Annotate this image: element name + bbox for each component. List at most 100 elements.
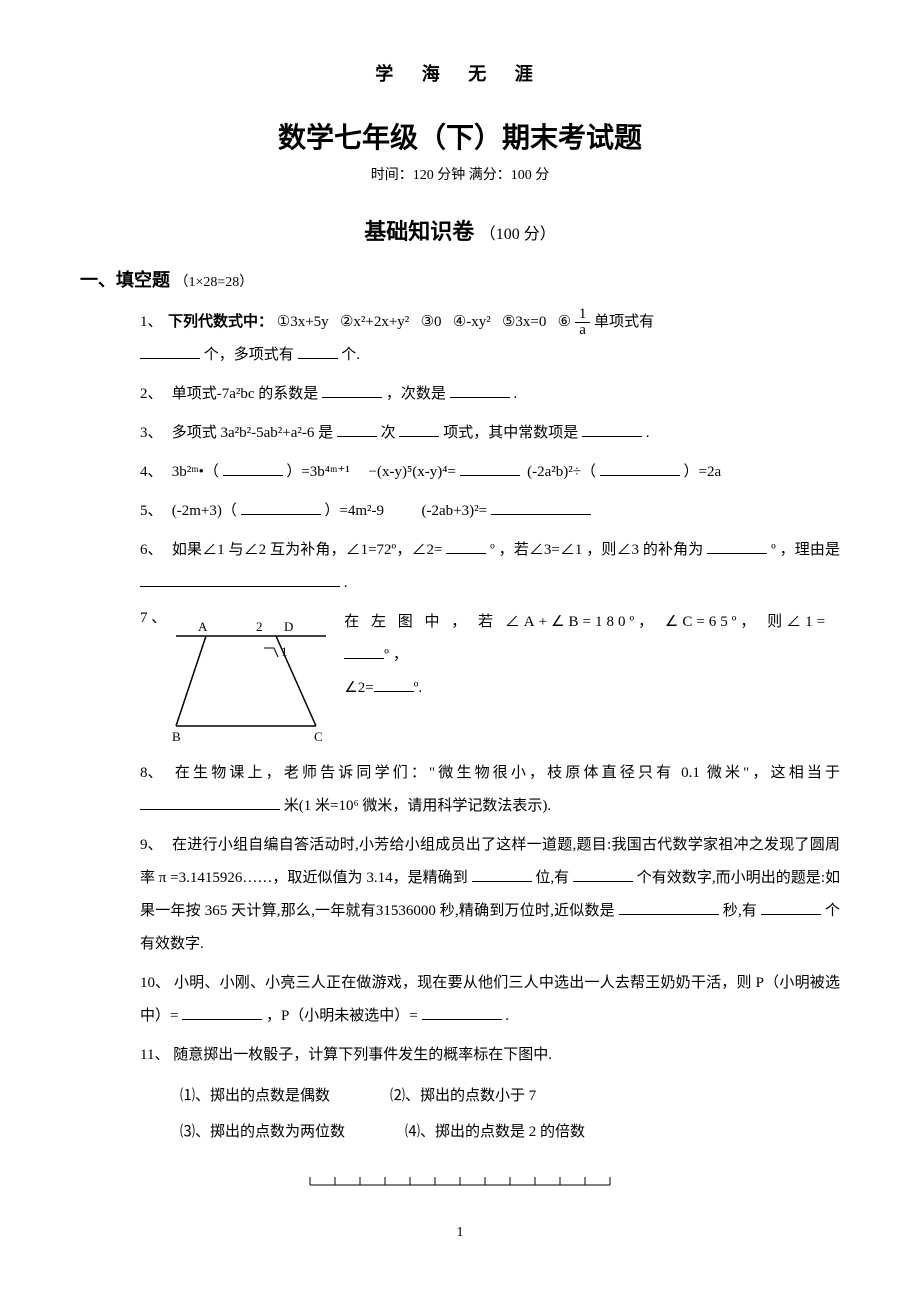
- q8-num: 8、: [140, 757, 168, 790]
- q2-blank-1: [322, 382, 382, 398]
- number-line-svg: [300, 1170, 620, 1190]
- q5-a: (-2m+3)（: [172, 503, 237, 519]
- q3-t3: 项式，其中常数项是: [443, 425, 578, 441]
- q2-num: 2、: [140, 378, 168, 411]
- q1-item-6: ⑥: [558, 314, 571, 330]
- q6-a: 如果∠1 与∠2 互为补角，∠1=72º，∠2=: [172, 542, 443, 558]
- question-7: 7 、 A 2 D 1 B C 在 左 图 中 ， 若 ∠A+∠B=180º， …: [140, 606, 840, 751]
- q2-t3: .: [513, 386, 517, 402]
- q4-b: ）=3b⁴ᵐ⁺¹: [286, 464, 349, 480]
- q11-row-1: ⑴、掷出的点数是偶数 ⑵、掷出的点数小于 7: [180, 1078, 840, 1114]
- q7-label-c: C: [314, 729, 323, 744]
- q10-blank-2: [422, 1004, 502, 1020]
- q9-blank-1: [472, 866, 532, 882]
- q5-blank-1: [241, 499, 321, 515]
- q7-deg: º，: [384, 647, 412, 663]
- q1-item-4: ④-xy²: [453, 314, 491, 330]
- q1-frac-top: 1: [575, 307, 591, 323]
- q11-row-2: ⑶、掷出的点数为两位数 ⑷、掷出的点数是 2 的倍数: [180, 1114, 840, 1150]
- q1-blank-2: [298, 343, 338, 359]
- subtitle: 时间：120 分钟 满分：100 分: [80, 164, 840, 184]
- question-2: 2、 单项式-7a²bc 的系数是 ，次数是 .: [140, 378, 840, 411]
- page: 学 海 无 涯 数学七年级（下）期末考试题 时间：120 分钟 满分：100 分…: [0, 0, 920, 1281]
- section-name: 基础知识卷: [364, 219, 474, 244]
- q7-label-1: 1: [281, 644, 288, 659]
- q4-c: −(x-y)⁵(x-y)⁴=: [369, 464, 456, 480]
- q7-label-b: B: [172, 729, 181, 744]
- q9-blank-3: [619, 899, 719, 915]
- q4-num: 4、: [140, 456, 168, 489]
- q3-blank-3: [582, 421, 642, 437]
- question-10: 10、 小明、小刚、小亮三人正在做游戏，现在要从他们三人中选出一人去帮王奶奶干活…: [140, 967, 840, 1033]
- question-8: 8、 在生物课上，老师告诉同学们："微生物很小，枝原体直径只有 0.1 微米"，…: [140, 757, 840, 823]
- q6-blank-2: [707, 538, 767, 554]
- part1-label: 一、填空题: [80, 270, 170, 290]
- q4-a: 3b²ᵐ•（: [172, 464, 219, 480]
- q11-s2: ⑵、掷出的点数小于 7: [390, 1078, 536, 1114]
- question-4: 4、 3b²ᵐ•（ ）=3b⁴ᵐ⁺¹ −(x-y)⁵(x-y)⁴= (-2a²b…: [140, 456, 840, 489]
- q8-b: 米(1 米=10⁶ 微米，请用科学记数法表示).: [284, 798, 551, 814]
- q1-tail2: 个，多项式有: [204, 347, 294, 363]
- q6-blank-1: [446, 538, 486, 554]
- q7-label-2: 2: [256, 619, 263, 634]
- q11-num: 11、: [140, 1039, 169, 1072]
- q7-label-d: D: [284, 619, 293, 634]
- q1-lead: 下列代数式中：: [168, 314, 273, 330]
- q9-num: 9、: [140, 829, 168, 862]
- q3-num: 3、: [140, 417, 168, 450]
- part1-points: （1×28=28）: [175, 275, 254, 290]
- q7-deg2: º.: [414, 680, 422, 696]
- q7-left: 7 、: [140, 606, 166, 627]
- q7-text: 在 左 图 中 ， 若 ∠A+∠B=180º， ∠C=65º， 则∠1= º， ∠…: [336, 606, 840, 705]
- q6-b: º ，若∠3=∠1 ，则∠3 的补角为: [490, 542, 703, 558]
- q1-tail3: 个.: [341, 347, 360, 363]
- q10-c: .: [505, 1008, 509, 1024]
- question-6: 6、 如果∠1 与∠2 互为补角，∠1=72º，∠2= º ，若∠3=∠1 ，则…: [140, 534, 840, 600]
- q5-num: 5、: [140, 495, 168, 528]
- page-number: 1: [80, 1225, 840, 1241]
- part1-header: 一、填空题 （1×28=28）: [80, 266, 840, 292]
- q8-a: 在生物课上，老师告诉同学们："微生物很小，枝原体直径只有 0.1 微米"，这相当…: [175, 765, 840, 781]
- main-title: 数学七年级（下）期末考试题: [80, 116, 840, 156]
- q4-e: ）=2a: [684, 464, 722, 480]
- q6-d: .: [344, 575, 348, 591]
- q3-t4: .: [646, 425, 650, 441]
- q3-blank-2: [399, 421, 439, 437]
- q7-blank-2: [374, 676, 414, 692]
- q10-blank-1: [182, 1004, 262, 1020]
- q8-blank-1: [140, 794, 280, 810]
- q1-tail1: 单项式有: [594, 314, 654, 330]
- q3-t2: 次: [381, 425, 396, 441]
- q1-num: 1、: [140, 306, 168, 339]
- q4-blank-2: [460, 460, 520, 476]
- number-line: [80, 1170, 840, 1195]
- q2-t1: 单项式-7a²bc 的系数是: [172, 386, 319, 402]
- section-points: （100 分）: [480, 226, 556, 243]
- q5-blank-2: [491, 499, 591, 515]
- q1-item-1: ①3x+5y: [277, 314, 329, 330]
- q1-item-5: ⑤3x=0: [502, 314, 546, 330]
- q9-d: 秒,有: [723, 903, 757, 919]
- q3-blank-1: [337, 421, 377, 437]
- q5-b: ）=4m²-9: [324, 503, 384, 519]
- q2-blank-2: [450, 382, 510, 398]
- q6-c: º ，理由是: [771, 542, 840, 558]
- q2-t2: ，次数是: [386, 386, 446, 402]
- q7-line2: ∠2=: [344, 680, 373, 696]
- q10-b: ，P（小明未被选中）=: [266, 1008, 418, 1024]
- q7-num: 7 、: [140, 610, 166, 626]
- q9-blank-2: [573, 866, 633, 882]
- q1-blank-1: [140, 343, 200, 359]
- q11-s4: ⑷、掷出的点数是 2 的倍数: [405, 1114, 585, 1150]
- q6-num: 6、: [140, 534, 168, 567]
- q7-line1: 在 左 图 中 ， 若 ∠A+∠B=180º， ∠C=65º， 则∠1=: [344, 614, 829, 630]
- q7-blank-1: [344, 643, 384, 659]
- q11-a: 随意掷出一枚骰子，计算下列事件发生的概率标在下图中.: [173, 1047, 552, 1063]
- q1-fraction: 1 a: [575, 307, 591, 338]
- question-1: 1、下列代数式中： ①3x+5y ②x²+2x+y² ③0 ④-xy² ⑤3x=…: [140, 306, 840, 372]
- q10-num: 10、: [140, 967, 170, 1000]
- q11-subitems: ⑴、掷出的点数是偶数 ⑵、掷出的点数小于 7 ⑶、掷出的点数为两位数 ⑷、掷出的…: [180, 1078, 840, 1150]
- q9-blank-4: [761, 899, 821, 915]
- q7-figure: A 2 D 1 B C: [166, 606, 336, 746]
- q5-c: (-2ab+3)²=: [422, 503, 488, 519]
